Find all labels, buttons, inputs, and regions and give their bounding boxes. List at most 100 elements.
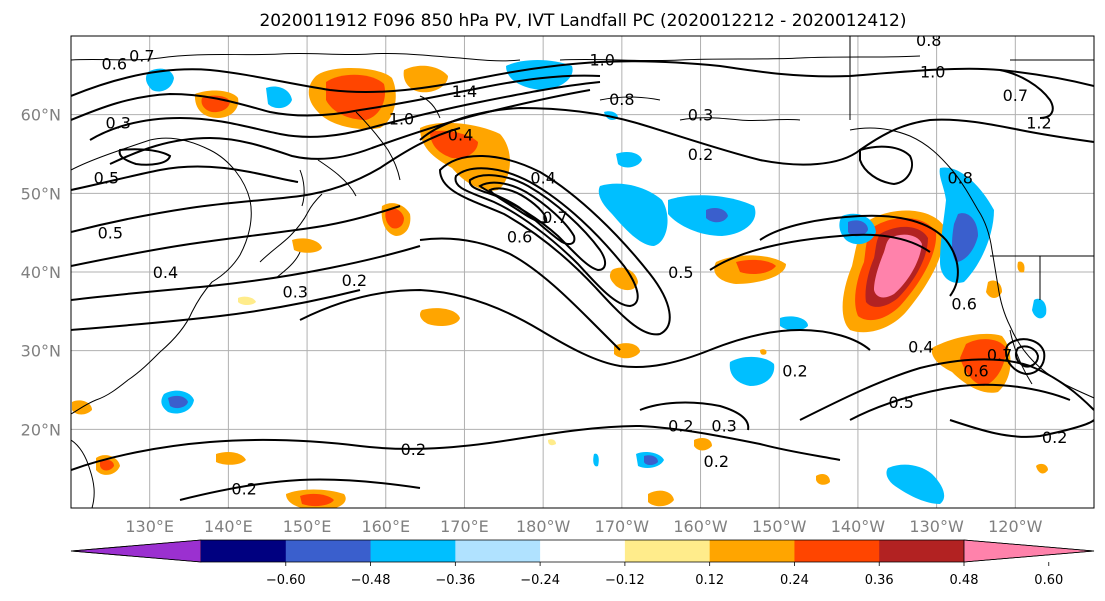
contour-label: 0.7: [129, 47, 154, 66]
contour-label: 0.3: [283, 283, 308, 302]
pv-blob: [614, 343, 640, 359]
pv-blob: [729, 356, 775, 386]
contour-label: 0.3: [688, 106, 713, 125]
colorbar-segment: [794, 540, 880, 562]
latitude-label: 40°N: [21, 263, 61, 282]
contour-label: 0.7: [542, 208, 567, 227]
longitude-label: 170°W: [595, 517, 650, 536]
pv-blob: [548, 439, 556, 446]
colorbar-segment: [624, 540, 711, 562]
longitude-label: 130°W: [909, 517, 964, 536]
contour-line: [709, 233, 931, 271]
colorbar-segment: [709, 540, 795, 562]
map-title: 2020011912 F096 850 hPa PV, IVT Landfall…: [259, 11, 906, 31]
pv-blob: [848, 220, 868, 237]
coastline-japan: [259, 193, 323, 279]
map-frame: [70, 35, 1095, 509]
coastline-baja: [1009, 329, 1033, 385]
contour-label: 0.6: [963, 361, 988, 380]
pv-blob: [960, 339, 1006, 386]
pv-blob: [145, 68, 174, 92]
pv-blob: [1017, 261, 1025, 273]
contour-line: [71, 289, 361, 331]
contour-label: 0.7: [987, 346, 1012, 365]
contour-label: 0.2: [342, 271, 367, 290]
contour-label: 0.2: [1042, 428, 1067, 447]
contour-label: 0.8: [916, 31, 941, 50]
longitude-label: 140°W: [831, 517, 886, 536]
pv-blob: [644, 455, 658, 465]
contour-label: 0.4: [530, 169, 555, 188]
contour-label: 0.3: [711, 416, 736, 435]
pv-blob: [292, 238, 322, 253]
pv-blob: [420, 308, 460, 326]
contour-line: [71, 165, 299, 191]
contour-label: 0.6: [102, 55, 127, 74]
contour-line: [71, 60, 1094, 97]
pv-blob: [609, 267, 638, 291]
pv-blob: [100, 459, 114, 471]
contour-line: [949, 419, 1094, 438]
colorbar-tick-label: −0.12: [605, 573, 645, 588]
latitude-label: 60°N: [21, 106, 61, 125]
pv-blob: [874, 234, 922, 298]
longitude-label: 150°E: [283, 517, 332, 536]
contour-label: 0.5: [668, 263, 693, 282]
longitude-label: 120°W: [988, 517, 1043, 536]
colorbar-outline: [70, 539, 1095, 563]
longitude-label: 160°W: [673, 517, 728, 536]
contour-line: [89, 81, 601, 141]
contour-line: [71, 127, 461, 233]
pv-blob: [706, 208, 728, 223]
pv-blob: [216, 452, 246, 465]
contour-line: [1004, 338, 1046, 376]
pv-blob: [430, 130, 478, 159]
colorbar-tick-label: 0.24: [780, 573, 809, 588]
contour-label: 0.2: [782, 361, 807, 380]
pv-blob: [168, 395, 188, 409]
pv-blob: [780, 316, 808, 331]
longitude-label: 180°W: [516, 517, 571, 536]
coastline-siberia: [71, 52, 521, 62]
pv-blob: [238, 296, 256, 305]
longitude-label: 140°E: [204, 517, 253, 536]
contour-line: [299, 288, 871, 369]
map-area: 0.6 0.70.30.50.50.40.30.20.41.41.01.00.80…: [71, 31, 1094, 508]
contour-label: 0.8: [947, 169, 972, 188]
colorbar-tick-label: 0.48: [950, 573, 979, 588]
contour-label: 1.2: [1026, 114, 1051, 133]
contour-label: 0.2: [401, 440, 426, 459]
contour-label: 0.2: [704, 452, 729, 471]
pv-blob: [886, 464, 945, 504]
contour-label: 0.4: [153, 263, 178, 282]
contour-label: 0.5: [94, 169, 119, 188]
pv-blob: [648, 490, 674, 507]
pv-blob: [1032, 298, 1047, 319]
contour-line: [759, 214, 959, 297]
contour-line: [454, 167, 639, 308]
contour-label: 0.3: [105, 114, 130, 133]
pv-shading: [72, 60, 1048, 508]
pv-blob: [736, 259, 776, 274]
colorbar-segment: [879, 540, 965, 562]
pv-blob: [1036, 463, 1048, 474]
contour-line: [71, 205, 401, 267]
longitude-tick-labels: 130°E 140°E 150°E 160°E 170°E 180°W 170°W 160°W…: [125, 517, 1042, 536]
contour-label: 0.7: [1003, 86, 1028, 105]
pv-blob: [760, 349, 767, 355]
contour-line: [639, 401, 750, 431]
latitude-label: 50°N: [21, 184, 61, 203]
contour-label: 0.6: [951, 294, 976, 313]
contour-label: 0.4: [908, 338, 933, 357]
pv-blob: [598, 183, 668, 246]
pv-blob: [300, 493, 334, 507]
colorbar-extend-low: [70, 539, 202, 563]
colorbar-tick-label: −0.36: [435, 573, 475, 588]
state-border: [849, 36, 1094, 300]
colorbar-segment: [540, 540, 626, 562]
contour-label: 0.2: [231, 479, 256, 498]
contour-label: 0.5: [888, 393, 913, 412]
pv-blob: [694, 438, 712, 451]
contour-line: [488, 187, 548, 224]
